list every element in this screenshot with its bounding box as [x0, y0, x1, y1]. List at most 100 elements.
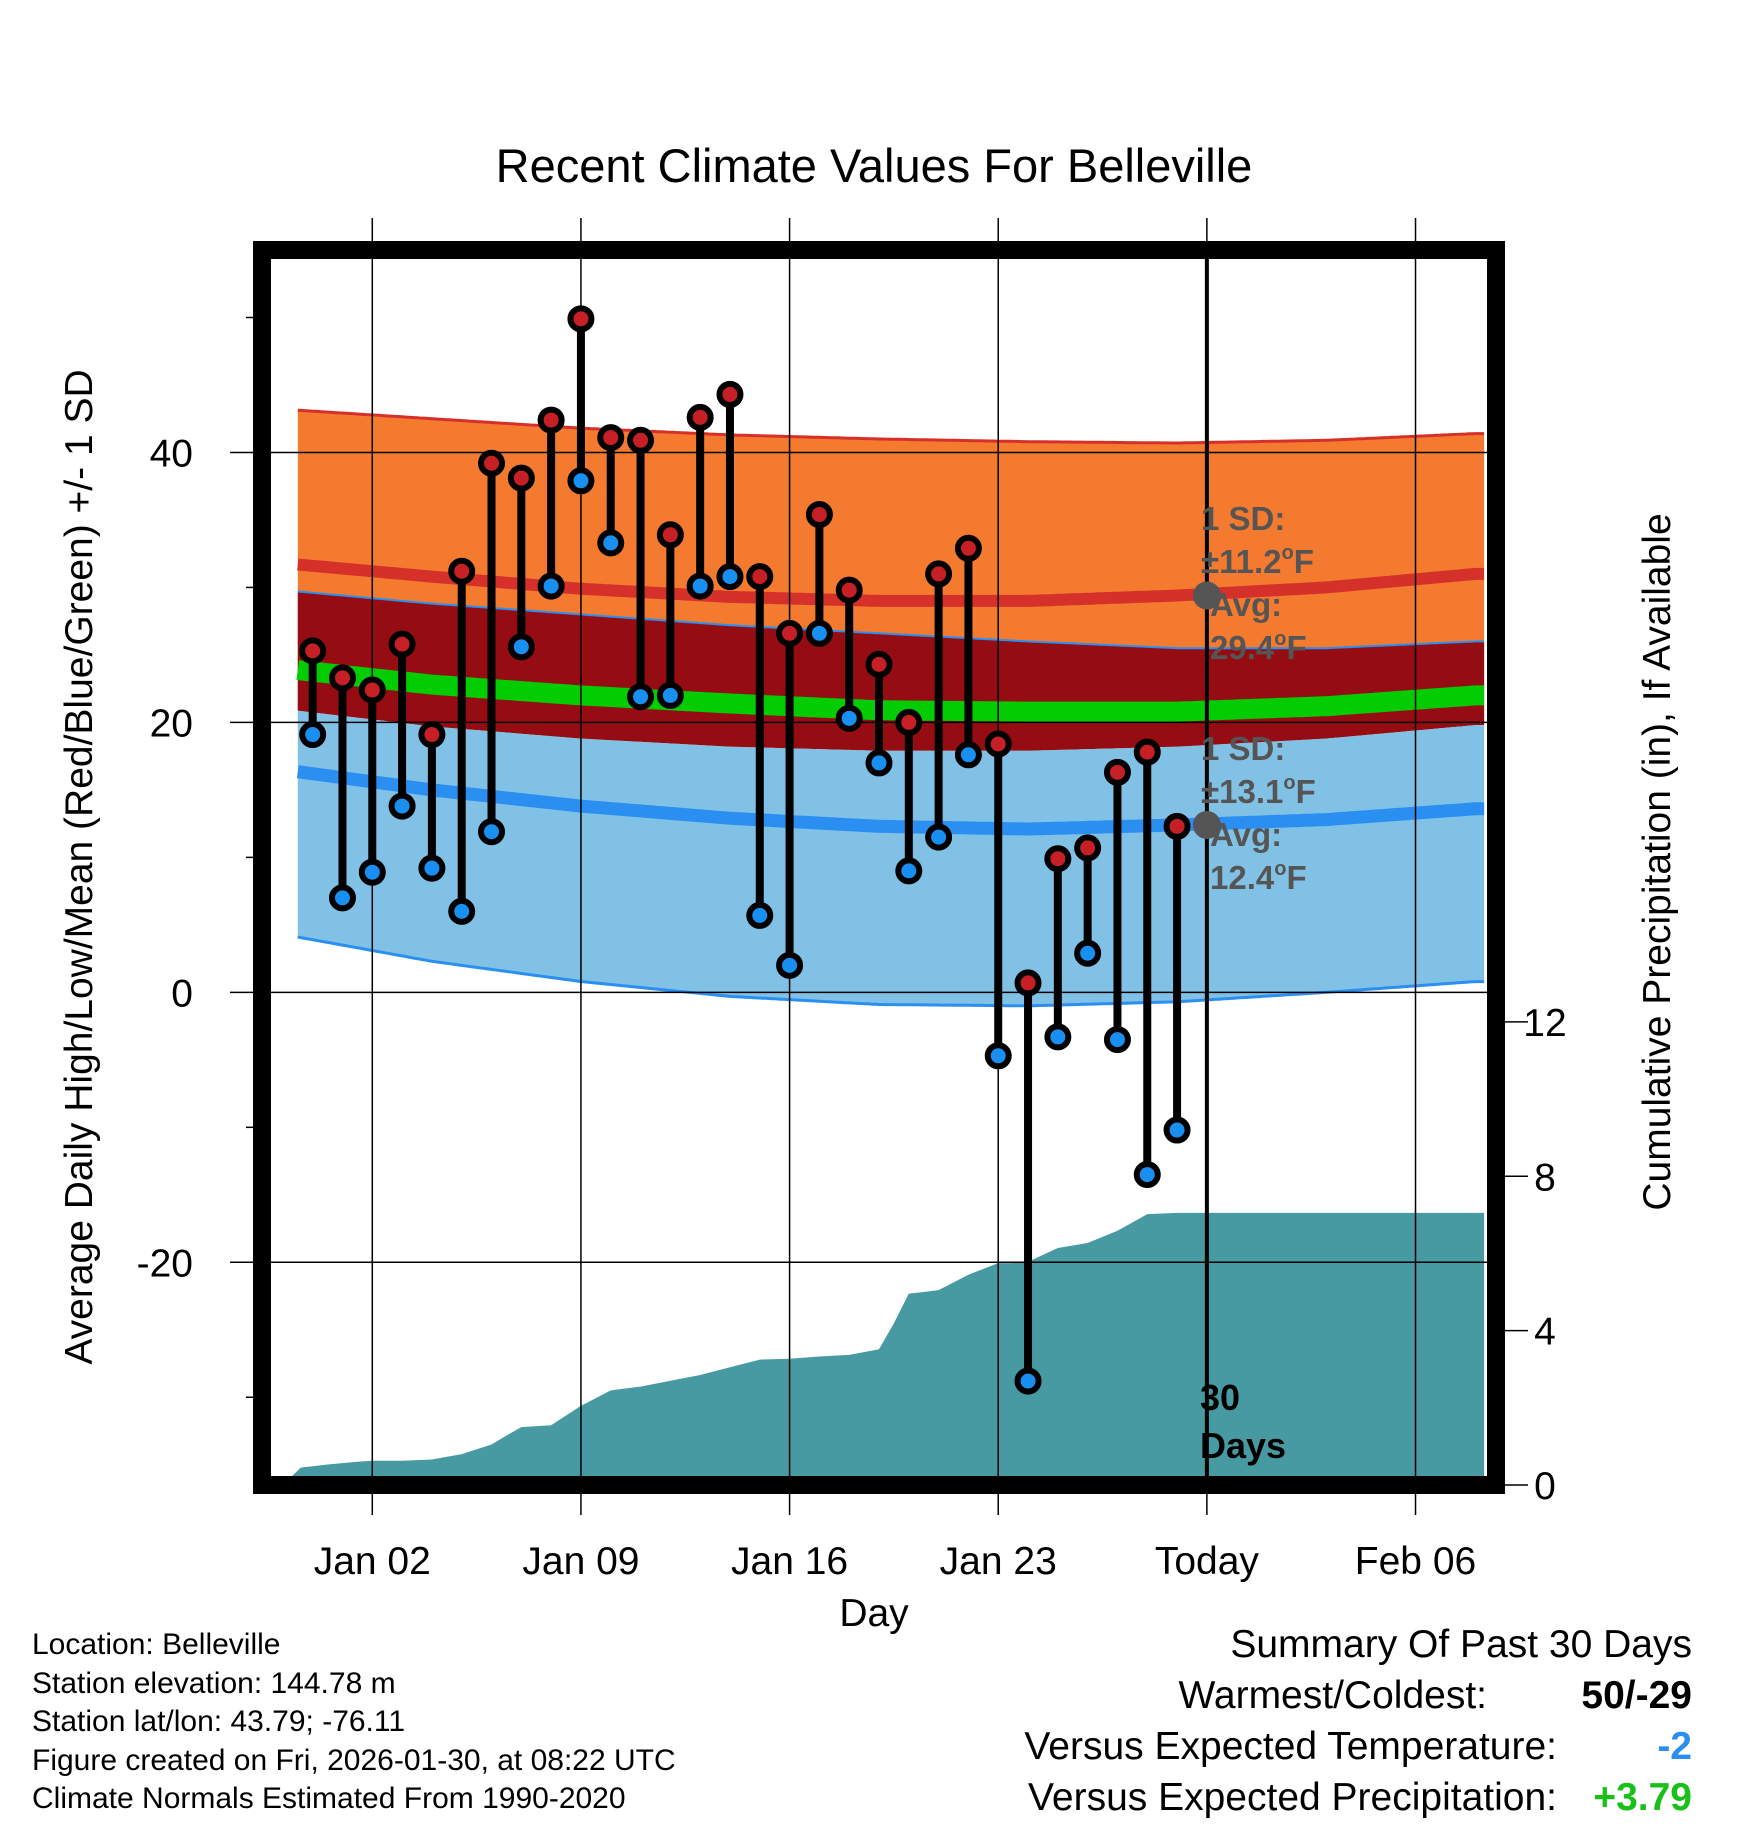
daily-high-point — [776, 619, 804, 647]
temp-label: Versus Expected Temperature: — [1024, 1725, 1557, 1768]
daily-high-point — [686, 403, 714, 431]
daily-low-point — [835, 704, 863, 732]
daily-low-point — [597, 529, 625, 557]
precip-area — [282, 1212, 1485, 1485]
summary-precip-row: Versus Expected Precipitation: +3.79 — [1024, 1772, 1692, 1823]
daily-high-point — [1014, 969, 1042, 997]
precip-label: Versus Expected Precipitation: — [1028, 1776, 1557, 1819]
daily-high-point — [448, 557, 476, 585]
daily-low-point — [686, 572, 714, 600]
x-tick-label: Today — [1155, 1540, 1260, 1583]
daily-high-point — [418, 721, 446, 749]
summary-warmest-row: Warmest/Coldest: 50/-29 — [1024, 1670, 1692, 1721]
daily-low-point — [478, 818, 506, 846]
high-sd-label: 1 SD: — [1201, 500, 1285, 537]
summary-temp-row: Versus Expected Temperature: -2 — [1024, 1721, 1692, 1772]
daily-low-point — [507, 633, 535, 661]
low-sd-label: 1 SD: — [1201, 730, 1285, 767]
degree-symbol: o — [1283, 772, 1295, 794]
daily-low-point — [328, 884, 356, 912]
x-tick-label: Jan 09 — [522, 1540, 639, 1583]
x-tick-label: Jan 23 — [940, 1540, 1057, 1583]
daily-high-point — [1103, 758, 1131, 786]
daily-high-point — [478, 449, 506, 477]
unit-label: F — [1286, 859, 1306, 896]
high-sd-value: ±11.2oF — [1201, 542, 1314, 580]
degree-symbol: o — [1274, 858, 1286, 880]
daily-high-point — [716, 380, 744, 408]
left-y-axis-label: Average Daily High/Low/Mean (Red/Blue/Gr… — [58, 369, 101, 1364]
daily-high-point — [358, 676, 386, 704]
y-left-tick-label: -20 — [137, 1242, 193, 1285]
precip-value: +3.79 — [1593, 1776, 1692, 1819]
plot-area — [262, 218, 1496, 1485]
low-normal-band — [297, 710, 1485, 1006]
low-avg-marker — [1192, 810, 1221, 839]
today-days-count: 30 — [1200, 1377, 1240, 1418]
daily-high-point — [1133, 738, 1161, 766]
y-right-tick-label: 8 — [1534, 1156, 1556, 1199]
daily-high-point — [597, 424, 625, 452]
daily-low-point — [865, 749, 893, 777]
daily-high-point — [805, 501, 833, 529]
daily-high-point — [865, 650, 893, 678]
summary-panel: Summary Of Past 30 Days Warmest/Coldest:… — [1024, 1620, 1692, 1823]
daily-high-point — [656, 521, 684, 549]
chart-title: Recent Climate Values For Belleville — [496, 139, 1253, 192]
daily-high-point — [1163, 812, 1191, 840]
daily-highs-lows — [299, 305, 1191, 1395]
daily-low-point — [716, 563, 744, 591]
degree-symbol: o — [1274, 628, 1286, 650]
unit-label: F — [1294, 543, 1314, 580]
daily-high-point — [984, 730, 1012, 758]
daily-low-point — [1163, 1116, 1191, 1144]
unit-label: F — [1296, 773, 1316, 810]
daily-low-point — [418, 854, 446, 882]
daily-low-point — [746, 901, 774, 929]
high-sd-number: ±11.2 — [1201, 543, 1282, 580]
right-y-axis: 0 4 8 12 — [1505, 1002, 1567, 1508]
low-avg-value: 12.4oF — [1210, 858, 1307, 896]
x-tick-label: Jan 16 — [731, 1540, 848, 1583]
daily-low-point — [1044, 1023, 1072, 1051]
daily-high-point — [746, 563, 774, 591]
warmest-label: Warmest/Coldest: — [1178, 1674, 1487, 1717]
normal-bands — [296, 408, 1485, 1008]
daily-low-point — [656, 681, 684, 709]
high-avg-line1: Avg: — [1210, 586, 1282, 623]
daily-low-point — [1014, 1367, 1042, 1395]
daily-high-point — [507, 464, 535, 492]
daily-high-point — [954, 534, 982, 562]
daily-low-point — [954, 741, 982, 769]
precip-cumulative-area — [282, 1212, 1485, 1485]
daily-high-point — [627, 426, 655, 454]
right-y-axis-label: Cumulative Precipitation (in), If Availa… — [1636, 513, 1679, 1210]
today-days-unit: Days — [1200, 1425, 1286, 1466]
daily-high-point — [299, 637, 327, 665]
daily-high-point — [1044, 845, 1072, 873]
daily-high-point — [895, 708, 923, 736]
x-tick-label: Jan 02 — [314, 1540, 431, 1583]
daily-low-point — [1103, 1026, 1131, 1054]
station-info: Location: Belleville Station elevation: … — [32, 1626, 676, 1819]
x-axis: Jan 02 Jan 09 Jan 16 Jan 23 Today Feb 06 — [314, 1494, 1476, 1583]
low-sd-line1: 1 SD: — [1201, 730, 1285, 767]
temp-value: -2 — [1657, 1725, 1692, 1768]
y-left-tick-label: 0 — [171, 972, 193, 1015]
daily-low-point — [358, 858, 386, 886]
daily-low-point — [537, 572, 565, 600]
daily-low-point — [925, 823, 953, 851]
daily-low-point — [1074, 939, 1102, 967]
y-left-tick-label: 40 — [150, 432, 193, 475]
daily-low-point — [805, 619, 833, 647]
daily-low-point — [627, 683, 655, 711]
daily-high-point — [835, 576, 863, 604]
daily-low-point — [448, 897, 476, 925]
unit-label: F — [1286, 629, 1306, 666]
daily-high-point — [1074, 834, 1102, 862]
normals-text: Climate Normals Estimated From 1990-2020 — [32, 1782, 626, 1815]
daily-low-point — [388, 792, 416, 820]
daily-high-point — [537, 406, 565, 434]
high-plus-sd-line — [297, 408, 1485, 445]
